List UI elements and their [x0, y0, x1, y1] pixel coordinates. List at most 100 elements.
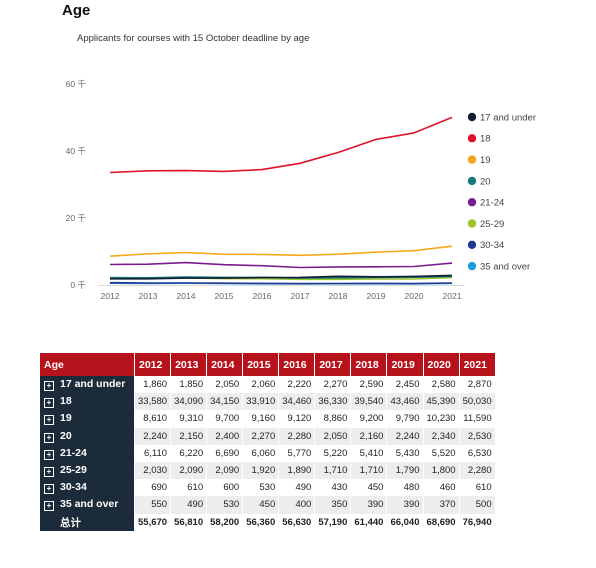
table-cell: 2,160 [350, 427, 388, 445]
legend-label-1[interactable]: 18 [480, 134, 491, 145]
expand-icon[interactable]: + [44, 467, 54, 478]
table-cell: 9,120 [278, 410, 316, 428]
table-cell: 2,530 [459, 427, 496, 445]
row-header-6[interactable]: +30-34 [40, 479, 135, 497]
table-cell: 1,710 [314, 461, 352, 480]
table-cell: 490 [170, 496, 208, 514]
row-label: 17 and under [60, 378, 126, 391]
legend-label-0[interactable]: 17 and under [480, 112, 536, 123]
table-corner-label: Age [40, 353, 135, 376]
table-cell: 2,060 [242, 376, 280, 394]
table-cell: 480 [386, 479, 424, 497]
expand-icon[interactable]: + [44, 415, 54, 426]
table-cell: 1,800 [423, 461, 460, 480]
expand-icon[interactable]: + [44, 381, 54, 392]
x-tick-label-2014: 2014 [177, 291, 196, 301]
row-label: 19 [60, 412, 72, 425]
x-tick-label-2021: 2021 [443, 291, 462, 301]
table-header-2021: 2021 [459, 353, 496, 376]
row-header-7[interactable]: +35 and over [40, 496, 135, 514]
x-tick-label-2016: 2016 [253, 291, 272, 301]
row-header-2[interactable]: +19 [40, 410, 135, 428]
y-tick-label-2: 40 千 [66, 146, 87, 156]
table-header-2014: 2014 [206, 353, 244, 376]
table-row: +17 and under 1,860 1,850 2,050 2,060 2,220 2,… [40, 376, 496, 394]
table-cell: 39,540 [350, 393, 388, 411]
y-tick-label-1: 20 千 [66, 213, 87, 223]
legend-marker-4 [467, 198, 477, 207]
table-header-2018: 2018 [350, 353, 388, 376]
legend-label-7[interactable]: 35 and over [480, 262, 530, 273]
total-cell: 57,190 [314, 513, 352, 531]
table-row: +30-34 690 610 600 530 490 430 450 480 460 610 [40, 479, 496, 497]
total-cell: 55,670 [134, 513, 172, 531]
series-line-2 [109, 245, 453, 257]
table-cell: 11,590 [459, 410, 496, 428]
legend-label-2[interactable]: 19 [480, 155, 491, 166]
table-row: +19 8,610 9,310 9,700 9,160 9,120 8,860 9,200 9,… [40, 410, 496, 428]
x-tick-label-2017: 2017 [291, 291, 310, 301]
legend-label-6[interactable]: 30-34 [480, 240, 504, 251]
legend-marker-0 [467, 112, 477, 122]
table-cell: 9,790 [386, 410, 424, 428]
table-cell: 5,770 [278, 444, 316, 462]
table-cell: 2,090 [170, 461, 208, 480]
table-cell: 2,240 [386, 427, 424, 445]
table-cell: 2,150 [170, 427, 208, 445]
legend-label-4[interactable]: 21-24 [480, 198, 504, 209]
expand-icon[interactable]: + [44, 501, 54, 512]
row-header-5[interactable]: +25-29 [40, 461, 135, 480]
expand-icon[interactable]: + [44, 398, 54, 409]
table-cell: 9,700 [206, 410, 244, 428]
table-row: +25-29 2,030 2,090 2,090 1,920 1,890 1,710 1,71… [40, 461, 496, 480]
legend-marker-1 [467, 134, 477, 143]
total-cell: 61,440 [350, 513, 388, 531]
table-cell: 34,460 [278, 393, 316, 411]
table-cell: 2,090 [206, 461, 244, 480]
table-cell: 610 [459, 479, 496, 497]
table-cell: 1,920 [242, 461, 280, 480]
table-cell: 370 [423, 496, 460, 514]
table-total-row: 总计 55,670 56,810 58,200 56,360 56,630 57,190 61… [40, 513, 496, 531]
table-cell: 1,850 [170, 376, 208, 394]
expand-icon[interactable]: + [44, 484, 54, 495]
legend-marker-5 [467, 219, 477, 228]
row-header-3[interactable]: +20 [40, 427, 135, 445]
table-cell: 34,150 [206, 393, 244, 411]
line-chart: 0 千 20 千 40 千 60 千 2012 2013 2014 2015 2016 2017 2… [66, 79, 536, 301]
table-header-2015: 2015 [242, 353, 280, 376]
table-cell: 6,690 [206, 444, 244, 462]
table-cell: 9,160 [242, 410, 280, 428]
row-header-4[interactable]: +21-24 [40, 444, 135, 462]
row-label: 30-34 [60, 481, 87, 494]
table-row: +18 33,580 34,090 34,150 33,910 34,460 36,330 3… [40, 393, 496, 411]
table-cell: 2,280 [278, 427, 316, 445]
expand-icon[interactable]: + [44, 432, 54, 443]
table-cell: 400 [278, 496, 316, 514]
table-cell: 6,530 [459, 444, 496, 462]
table-cell: 460 [423, 479, 460, 497]
series-line-0 [110, 274, 453, 280]
data-table: Age 2012 2013 2014 2015 2016 2017 2018 2019 2020… [40, 353, 496, 531]
table-cell: 2,270 [314, 376, 352, 394]
expand-icon[interactable]: + [44, 449, 54, 460]
table-cell: 50,030 [459, 393, 496, 411]
table-cell: 9,310 [170, 410, 208, 428]
row-header-0[interactable]: +17 and under [40, 376, 135, 394]
table-cell: 5,430 [386, 444, 424, 462]
table-cell: 43,460 [386, 393, 424, 411]
x-tick-label-2013: 2013 [139, 291, 158, 301]
x-tick-label-2020: 2020 [405, 291, 424, 301]
table-cell: 5,520 [423, 444, 460, 462]
total-cell: 56,810 [170, 513, 208, 531]
legend-label-5[interactable]: 25-29 [480, 219, 504, 230]
total-cell: 56,360 [242, 513, 280, 531]
table-cell: 33,580 [134, 393, 172, 411]
legend-label-3[interactable]: 20 [480, 176, 491, 187]
row-label: 21-24 [60, 446, 87, 459]
table-cell: 2,340 [423, 427, 460, 445]
x-tick-label-2015: 2015 [215, 291, 234, 301]
x-tick-label-2018: 2018 [329, 291, 348, 301]
table-cell: 2,030 [134, 461, 172, 480]
row-header-1[interactable]: +18 [40, 393, 135, 411]
